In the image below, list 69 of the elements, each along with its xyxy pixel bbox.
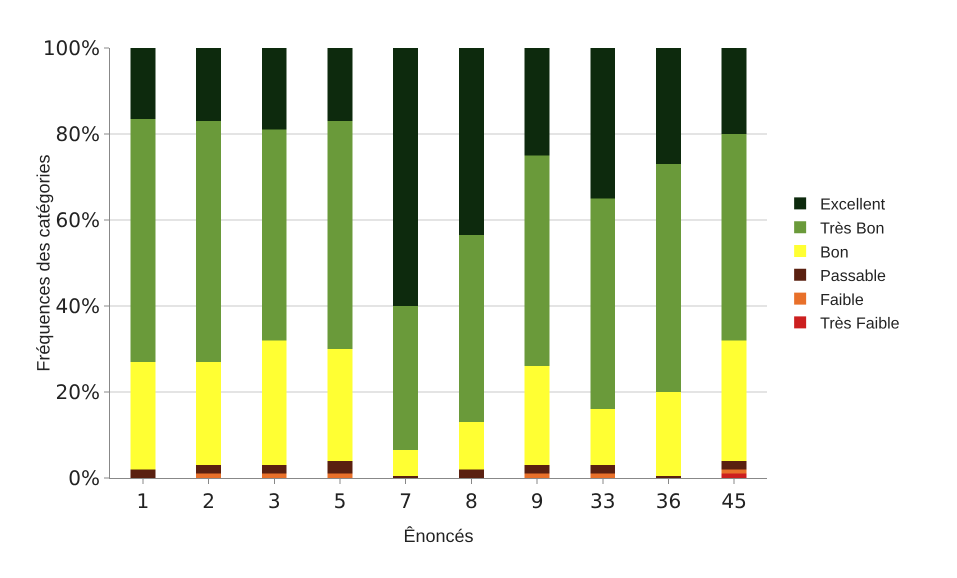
bar: [458, 469, 484, 478]
bar: [590, 409, 616, 466]
bar: [590, 198, 616, 410]
bar: [262, 48, 287, 130]
legend-label: Passable: [820, 268, 886, 286]
bar: [327, 460, 352, 474]
bar: [458, 235, 484, 422]
bar: [656, 392, 681, 476]
y-tick-label: 100%: [42, 36, 100, 60]
bar: [196, 121, 222, 362]
bar: [722, 469, 747, 474]
y-tick-label: 40%: [56, 294, 100, 318]
legend-label: Bon: [820, 244, 849, 262]
legend-label: Excellent: [820, 196, 886, 214]
x-tick-label: 2: [202, 489, 215, 513]
bar: [722, 340, 747, 461]
x-tick-label: 5: [334, 489, 346, 513]
bar: [327, 48, 352, 122]
bar: [196, 362, 222, 466]
x-axis-title: Ênoncés: [403, 526, 474, 546]
x-tick-label: 3: [268, 489, 281, 513]
bar: [327, 349, 352, 461]
bar: [524, 156, 550, 366]
bar: [656, 164, 681, 392]
bar: [327, 474, 352, 478]
y-tick-label: 80%: [56, 122, 100, 146]
bar: [262, 465, 287, 474]
y-tick-label: 60%: [56, 208, 100, 232]
bar: [262, 130, 287, 340]
bar: [590, 48, 616, 198]
bar: [722, 134, 747, 340]
x-tick-label: 1: [136, 489, 150, 513]
bar: [722, 474, 747, 478]
bar: [130, 469, 156, 478]
y-tick-label: 20%: [56, 380, 100, 404]
bar: [722, 460, 747, 470]
bar: [196, 465, 222, 474]
bar: [130, 48, 156, 119]
bar: [262, 340, 287, 466]
x-tick-label: 33: [590, 489, 616, 513]
legend-label: Très Bon: [820, 220, 884, 238]
y-tick-label: 0%: [68, 466, 100, 490]
bar: [524, 465, 550, 474]
y-axis-title: Fréquences des catégories: [34, 154, 54, 372]
bar: [393, 48, 418, 306]
bar: [130, 362, 156, 470]
x-tick-label: 9: [530, 489, 544, 513]
bar: [130, 118, 156, 362]
bar: [656, 48, 681, 164]
bar: [590, 474, 616, 478]
x-tick-label: 7: [399, 489, 412, 513]
x-tick-label: 8: [464, 489, 478, 513]
bar: [393, 306, 418, 450]
bar: [590, 465, 616, 474]
bar: [722, 48, 747, 134]
bar: [196, 48, 222, 122]
bar: [196, 474, 222, 478]
bar: [262, 474, 287, 478]
legend-label: Très Faible: [820, 316, 900, 333]
x-tick-label: 45: [721, 489, 747, 513]
bar: [524, 48, 550, 156]
x-tick-label: 36: [656, 489, 682, 513]
bar: [393, 450, 418, 476]
bar: [524, 366, 550, 466]
bar: [524, 474, 550, 478]
bar: [458, 422, 484, 470]
legend-label: Faible: [820, 292, 864, 309]
bar: [327, 121, 352, 349]
bar: [458, 48, 484, 236]
